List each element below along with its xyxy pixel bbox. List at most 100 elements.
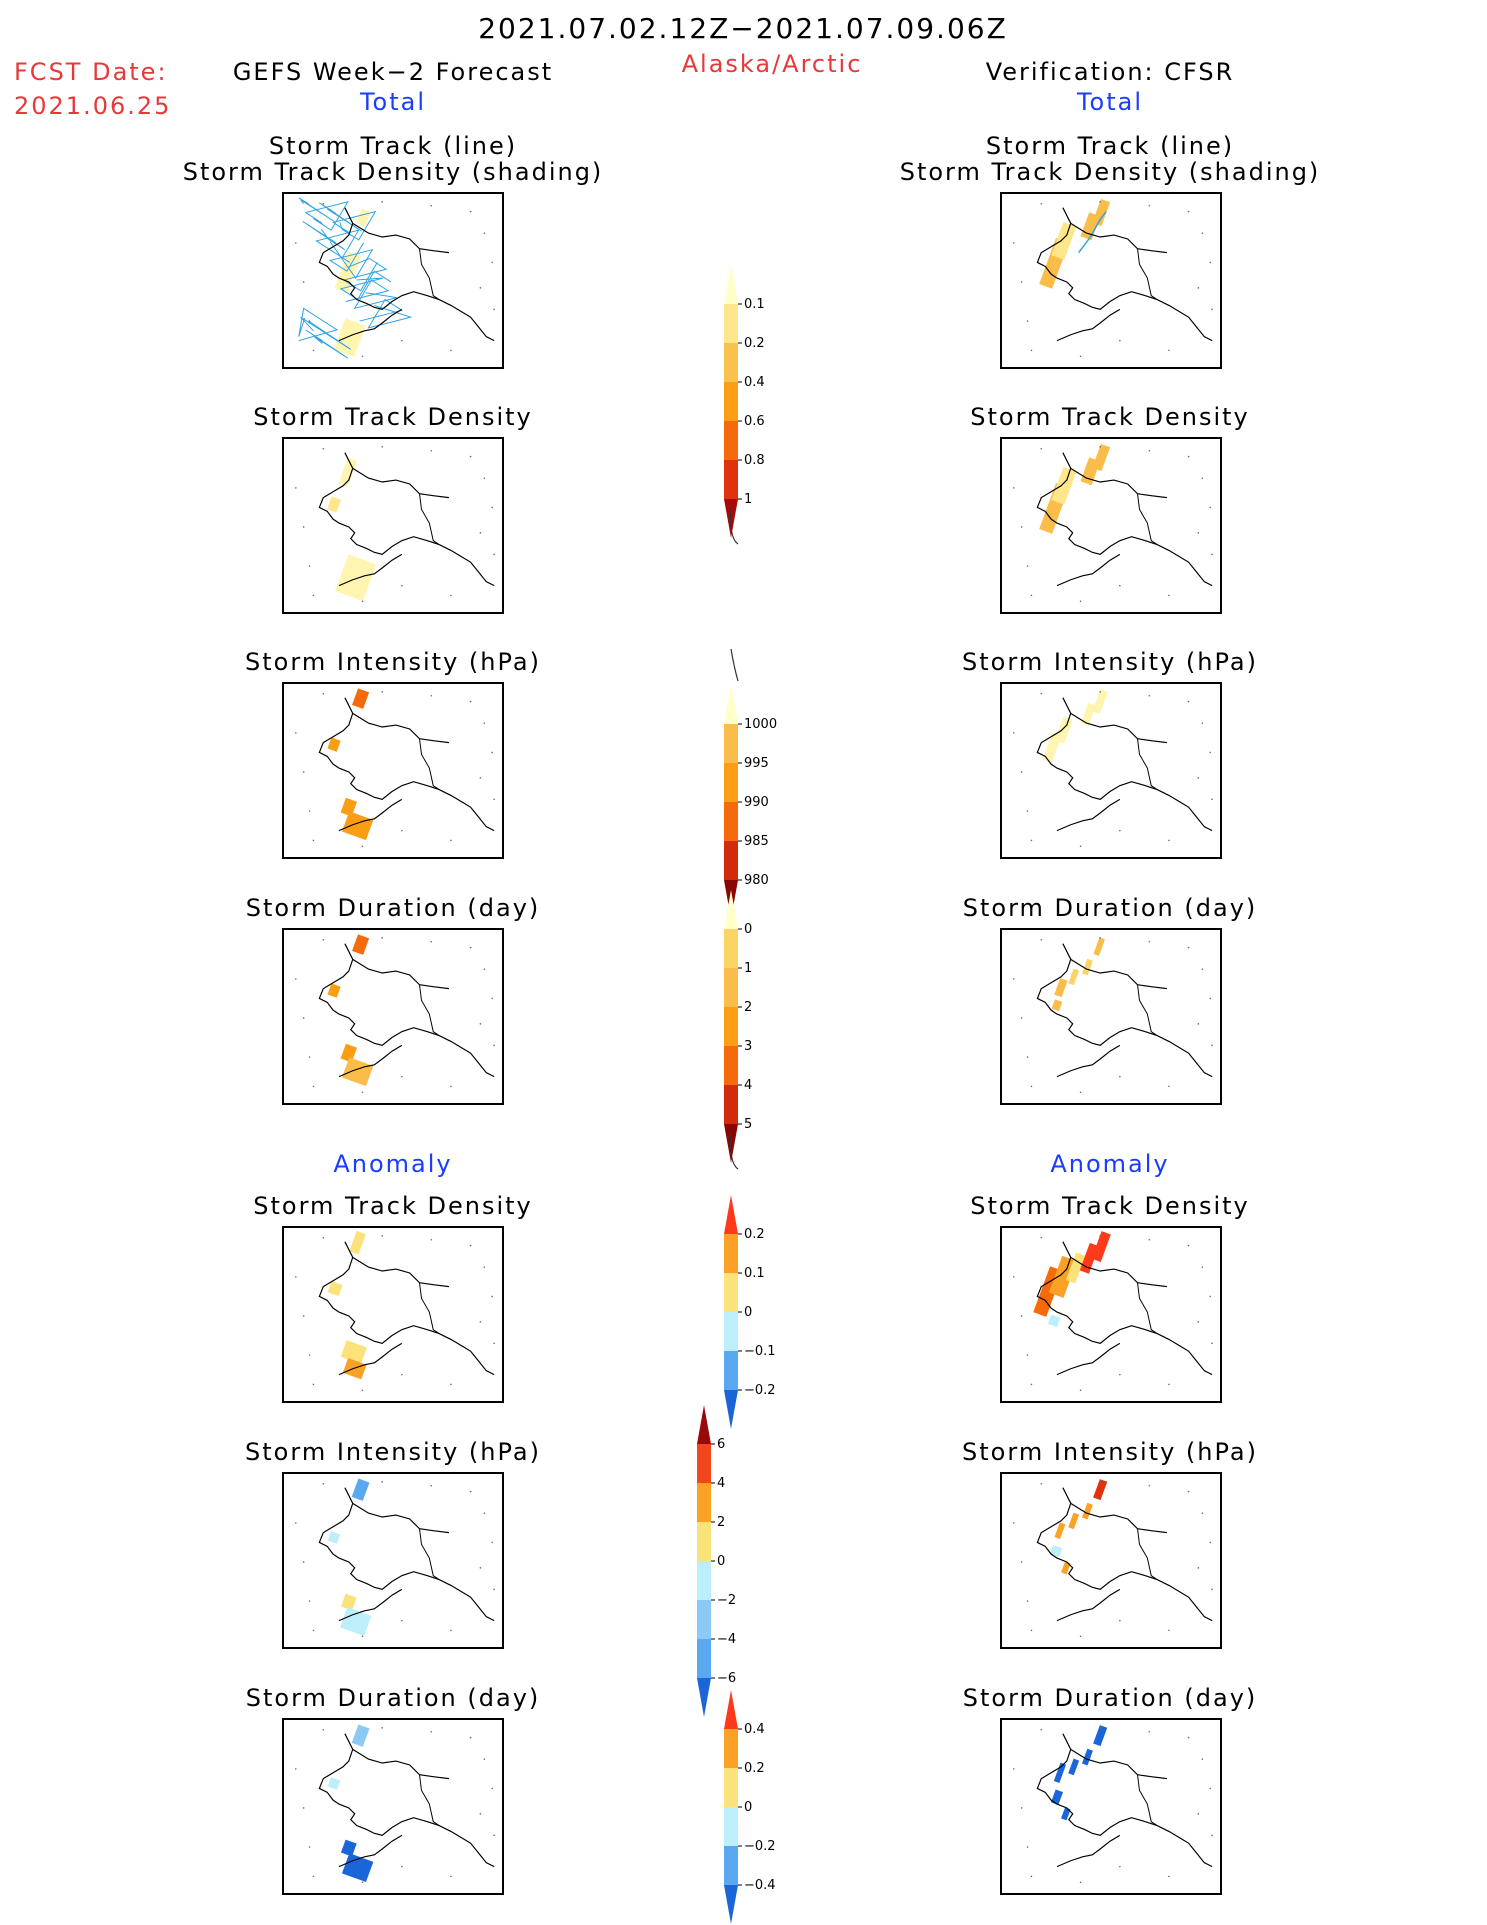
grid-dot	[302, 526, 305, 528]
grid-dot	[1211, 308, 1213, 311]
shaded-cell	[1054, 716, 1073, 744]
grid-dot	[1187, 946, 1190, 949]
colorbar-segment	[724, 1007, 738, 1046]
grid-dot	[491, 751, 493, 754]
shaded-cell	[1047, 1314, 1061, 1328]
coastline	[338, 308, 403, 342]
grid-dot	[1168, 839, 1170, 842]
border-line	[419, 738, 440, 790]
grid-dot	[1197, 1813, 1200, 1815]
colorbar-tick-label: 6	[717, 1437, 725, 1452]
grid-dot	[479, 1321, 482, 1323]
grid-dot	[479, 532, 482, 534]
grid-dot	[483, 477, 486, 479]
grid-dot	[1079, 1389, 1082, 1392]
colorbar-segment	[724, 1351, 738, 1390]
border-line	[419, 984, 440, 1036]
coastline	[1056, 308, 1121, 342]
grid-dot	[294, 242, 297, 244]
border-line	[1137, 1528, 1158, 1580]
shaded-cell	[1068, 1758, 1080, 1776]
grid-dot	[1026, 1056, 1029, 1058]
grid-dot	[294, 1768, 297, 1770]
grid-dot	[361, 355, 364, 358]
colorbar-tick-label: 985	[744, 834, 769, 849]
colorbar-segment	[724, 1729, 738, 1768]
grid-dot	[1201, 1512, 1204, 1514]
grid-dot	[1012, 487, 1015, 489]
grid-dot	[1168, 1875, 1170, 1878]
border-line	[419, 1282, 440, 1334]
grid-dot	[1211, 1588, 1213, 1591]
grid-dot	[493, 1834, 495, 1837]
grid-dot	[1119, 584, 1121, 587]
grid-dot	[1201, 1266, 1204, 1268]
colorbar-top-triangle	[724, 1690, 738, 1729]
grid-dot	[1148, 204, 1151, 207]
grid-dot	[381, 1235, 383, 1237]
shaded-cell	[335, 554, 377, 602]
grid-dot	[1030, 1875, 1033, 1878]
grid-dot	[483, 1266, 486, 1268]
grid-dot	[308, 1354, 311, 1356]
grid-dot	[430, 940, 433, 943]
grid-dot	[430, 1730, 433, 1733]
grid-dot	[479, 1813, 482, 1815]
coastline	[318, 1241, 495, 1376]
map-forecast-intensity	[282, 682, 504, 859]
shaded-cell	[333, 318, 366, 357]
grid-dot	[1197, 1023, 1200, 1025]
grid-dot	[1119, 339, 1121, 342]
right-anomaly-label: Anomaly	[1050, 1150, 1170, 1178]
left-anom-density-title: Storm Track Density	[253, 1192, 533, 1220]
shaded-cell	[342, 1358, 367, 1380]
coastline	[352, 958, 450, 990]
left-anomaly-label: Anomaly	[333, 1150, 453, 1178]
map-svg	[1012, 1479, 1213, 1638]
grid-dot	[1030, 594, 1033, 597]
storm-track-line	[305, 329, 349, 359]
grid-dot	[1211, 553, 1213, 556]
shaded-cell	[1061, 1807, 1071, 1821]
map-svg	[1012, 443, 1213, 603]
coastline	[1056, 798, 1121, 832]
shaded-cell	[341, 1853, 374, 1883]
shaded-cell	[340, 1043, 358, 1063]
grid-dot	[1040, 1236, 1043, 1239]
border-line	[419, 1528, 440, 1580]
colorbar-segment	[724, 841, 738, 880]
grid-dot	[430, 1484, 433, 1487]
map-svg	[294, 446, 495, 603]
right-anom-density-title: Storm Track Density	[970, 1192, 1250, 1220]
colorbar-tick-label: 0.8	[744, 453, 765, 468]
coastline	[1070, 712, 1168, 744]
coastline	[1036, 207, 1213, 342]
grid-dot	[1211, 1834, 1213, 1837]
map-svg	[1012, 1725, 1213, 1884]
colorbar-segment	[697, 1600, 711, 1639]
colorbar-tick-label: 1	[744, 492, 752, 507]
colorbar-segment	[724, 1846, 738, 1885]
shaded-cell	[1092, 198, 1111, 227]
colorbar-tick-label: 990	[744, 795, 769, 810]
map-svg	[294, 934, 495, 1094]
shaded-cell	[1092, 689, 1108, 714]
grid-dot	[322, 202, 325, 205]
colorbar-segment	[724, 304, 738, 343]
colorbar-tick-label: 0.2	[744, 336, 765, 351]
grid-dot	[381, 937, 383, 939]
shaded-cell	[1054, 978, 1068, 998]
grid-dot	[450, 1875, 452, 1878]
coastline	[338, 798, 403, 832]
grid-dot	[430, 449, 433, 452]
colorbar-tick-label: 4	[744, 1078, 752, 1093]
grid-dot	[1099, 1727, 1101, 1729]
grid-dot	[1168, 349, 1170, 352]
grid-dot	[469, 1736, 472, 1739]
grid-dot	[401, 829, 403, 832]
grid-dot	[1119, 829, 1121, 832]
left-duration-title: Storm Duration (day)	[245, 894, 541, 922]
grid-dot	[302, 1315, 305, 1317]
shaded-cell	[327, 737, 341, 752]
right-track-title-2: Storm Track Density (shading)	[899, 158, 1321, 186]
